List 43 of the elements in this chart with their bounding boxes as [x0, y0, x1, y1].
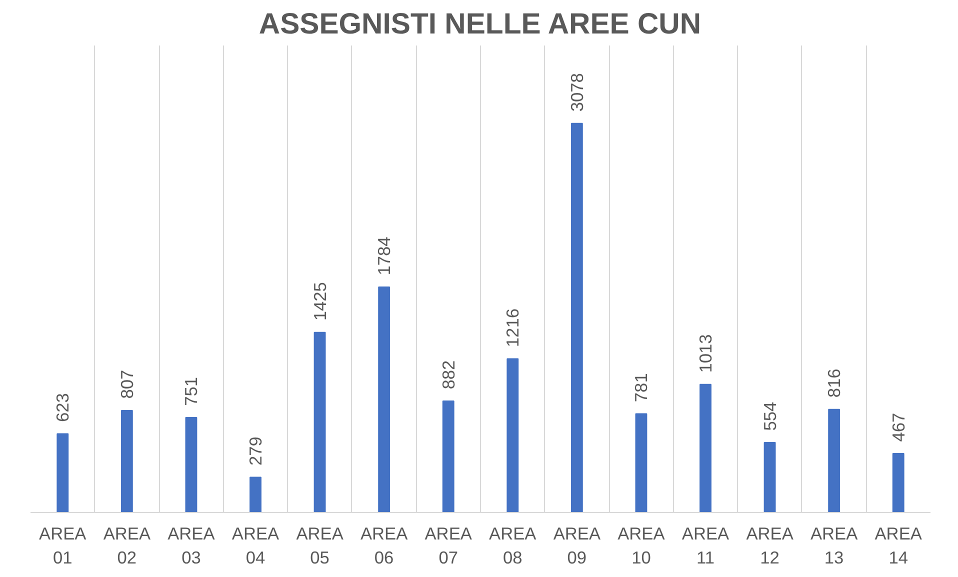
bar [892, 452, 904, 512]
x-tick-label: AREA 08 [489, 524, 537, 568]
data-label: 554 [760, 402, 780, 431]
x-tick-label: AREA 14 [874, 524, 922, 568]
data-label: 1425 [310, 282, 330, 321]
data-label: 1216 [502, 308, 523, 348]
bar [635, 413, 648, 512]
data-label: 1784 [374, 236, 394, 276]
bar [314, 332, 326, 512]
x-tick-label: AREA 09 [553, 524, 601, 568]
x-tick-label: AREA 07 [424, 524, 472, 568]
bar [570, 122, 583, 512]
x-tick-label: AREA 10 [618, 524, 666, 568]
data-label: 751 [181, 376, 202, 406]
data-label: 781 [631, 373, 652, 402]
bar [185, 417, 198, 512]
bar [764, 442, 776, 512]
bar [120, 410, 133, 512]
bar [56, 433, 69, 512]
data-label: 807 [116, 370, 137, 399]
data-label: 816 [824, 368, 844, 398]
data-label: 467 [888, 412, 908, 442]
data-label: 882 [438, 360, 458, 390]
x-tick-label: AREA 05 [296, 524, 344, 568]
x-tick-label: AREA 04 [232, 524, 280, 568]
bar [828, 408, 840, 512]
bar [700, 384, 712, 512]
bar [442, 400, 454, 512]
chart-title: ASSEGNISTI NELLE AREE CUN [258, 8, 702, 40]
x-tick-label: AREA 12 [746, 524, 794, 568]
x-tick-label: AREA 13 [810, 524, 858, 568]
bar [378, 286, 390, 512]
x-tick-label: AREA 06 [360, 524, 408, 568]
data-label: 1013 [696, 334, 716, 373]
bar [250, 476, 262, 512]
data-label: 3078 [566, 73, 587, 112]
data-label: 623 [52, 393, 73, 422]
x-tick-label: AREA 02 [103, 524, 151, 568]
x-tick-label: AREA 03 [168, 524, 216, 568]
bar [506, 358, 519, 512]
x-tick-label: AREA 01 [39, 524, 87, 568]
x-tick-label: AREA 11 [682, 524, 730, 568]
data-label: 279 [246, 436, 266, 466]
